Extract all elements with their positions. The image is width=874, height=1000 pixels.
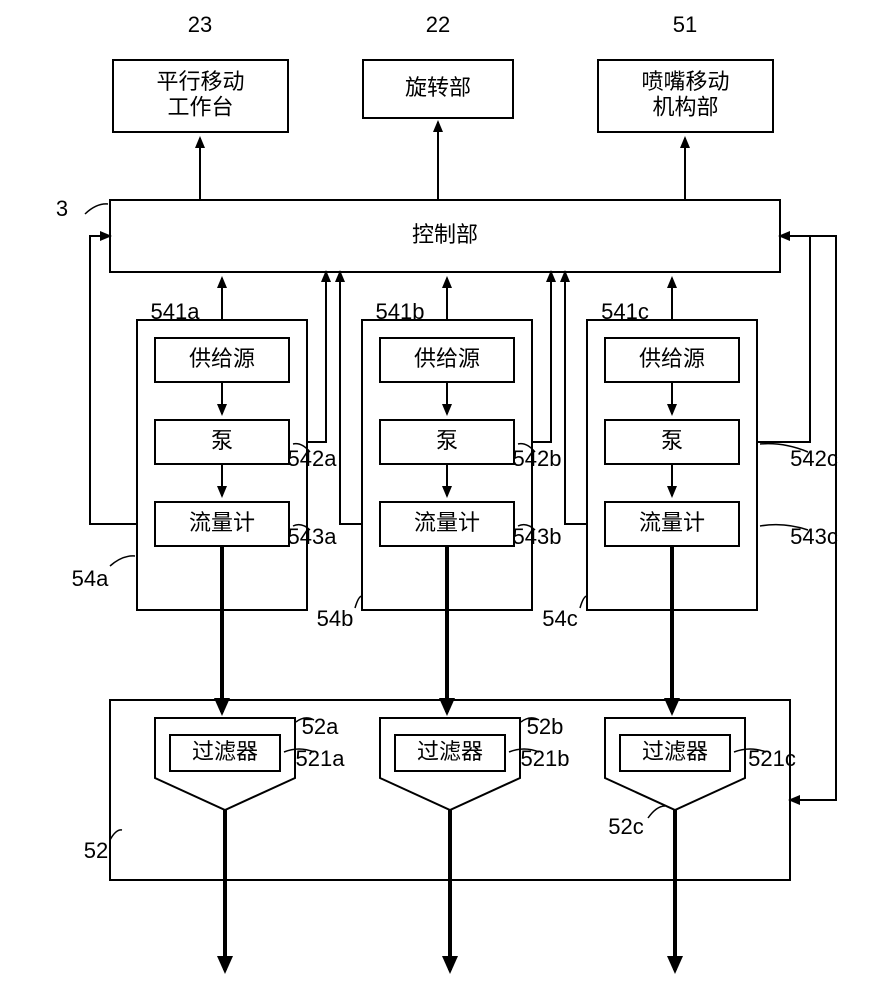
ref-r541c: 541c [601, 299, 649, 324]
leader-r52 [110, 830, 122, 840]
label-pumpB: 泵 [436, 428, 458, 453]
funnel-a [155, 718, 295, 810]
ref-r23: 23 [188, 12, 212, 37]
ref-r541b: 541b [376, 299, 425, 324]
label-pumpA: 泵 [211, 428, 233, 453]
ref-r543a: 543a [288, 524, 338, 549]
arrow-ctrl_to_52 [780, 236, 836, 800]
ref-r54c: 54c [542, 606, 577, 631]
ref-r543b: 543b [513, 524, 562, 549]
label-top_23: 平行移动 [156, 69, 244, 94]
leader-r54a [110, 556, 135, 566]
ref-r22: 22 [426, 12, 450, 37]
ref-r54b: 54b [317, 606, 354, 631]
arrow-fb_flowC_ctrl [565, 272, 587, 524]
arrow-fb_flowB_ctrl [340, 272, 362, 524]
label-flowA: 流量计 [189, 510, 255, 535]
leader-r54b [355, 596, 362, 608]
leader-r52c [648, 806, 665, 818]
label-filtA: 过滤器 [192, 739, 258, 764]
ref-r542a: 542a [288, 446, 338, 471]
label-top_22: 旋转部 [405, 75, 471, 100]
label-filtB: 过滤器 [417, 739, 483, 764]
ref-r541a: 541a [151, 299, 201, 324]
funnel-c [605, 718, 745, 810]
label-top_51: 机构部 [652, 94, 718, 119]
label-srcA: 供给源 [189, 346, 255, 371]
ref-r52: 52 [84, 838, 108, 863]
label-top_23: 工作台 [167, 94, 233, 119]
label-pumpC: 泵 [661, 428, 683, 453]
label-filtC: 过滤器 [642, 739, 708, 764]
label-control: 控制部 [412, 222, 478, 247]
label-srcC: 供给源 [639, 346, 705, 371]
label-flowC: 流量计 [639, 510, 705, 535]
funnel-b [380, 718, 520, 810]
arrow-fb_ctrl_pumpC [757, 236, 810, 442]
leader-r3 [85, 204, 108, 214]
leader-r54c [580, 596, 587, 608]
ref-r51: 51 [673, 12, 697, 37]
label-srcB: 供给源 [414, 346, 480, 371]
ref-r3: 3 [56, 196, 68, 221]
label-flowB: 流量计 [414, 510, 480, 535]
ref-r542c: 542c [790, 446, 838, 471]
arrow-fb_flowA_ctrl [90, 236, 137, 524]
label-top_51: 喷嘴移动 [641, 69, 729, 94]
arrow-fb_ctrl_pumpA [307, 272, 326, 442]
arrow-fb_ctrl_pumpB [532, 272, 551, 442]
ref-r542b: 542b [513, 446, 562, 471]
ref-r52c: 52c [608, 814, 643, 839]
ref-r54a: 54a [72, 566, 109, 591]
